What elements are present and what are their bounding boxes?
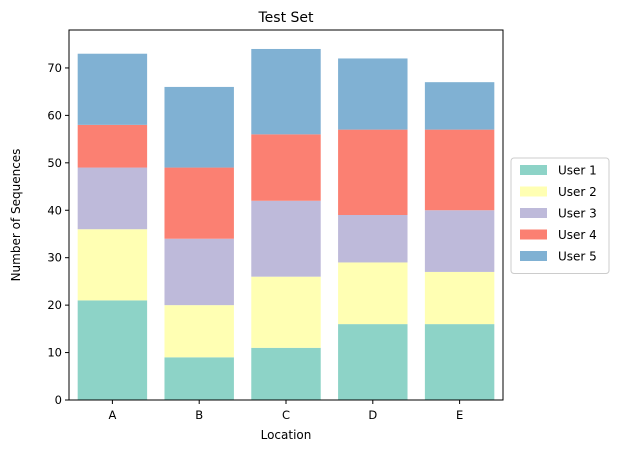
legend-label: User 2 (558, 185, 597, 199)
x-tick-label: C (282, 408, 290, 422)
legend-swatch (520, 186, 547, 197)
bar-c-user-1 (251, 347, 321, 400)
x-tick-label: D (368, 408, 377, 422)
y-tick-label: 30 (47, 251, 62, 265)
x-axis-label: Location (261, 428, 312, 442)
bar-b-user-5 (164, 86, 234, 168)
bar-d-user-4 (338, 129, 408, 215)
legend-swatch (520, 208, 547, 218)
bar-c-user-2 (251, 276, 321, 348)
bar-e-user-5 (424, 82, 495, 130)
y-tick-label: 70 (47, 61, 62, 75)
bar-e-user-3 (424, 210, 495, 272)
bars-group (77, 48, 495, 400)
bar-b-user-1 (164, 357, 234, 400)
bar-c-user-3 (251, 200, 321, 277)
bar-a-user-5 (77, 53, 148, 125)
y-tick-label: 0 (55, 393, 62, 407)
bar-d-user-2 (338, 262, 408, 325)
legend: User 1 User 2 User 3 User 4 User 5 (510, 157, 610, 274)
y-tick-label: 20 (47, 298, 62, 312)
bar-b-user-2 (164, 305, 234, 358)
bar-b-user-3 (164, 238, 234, 306)
bar-a-user-3 (77, 167, 148, 230)
legend-label: User 1 (558, 164, 597, 178)
x-tick-label: A (108, 408, 116, 422)
bar-d-user-3 (338, 215, 408, 263)
y-axis-ticks: 0 10 20 30 40 50 60 70 (47, 61, 69, 407)
bar-e-user-4 (424, 129, 495, 211)
y-tick-label: 10 (47, 346, 62, 360)
x-tick-label: E (456, 408, 463, 422)
legend-label: User 3 (558, 207, 597, 221)
legend-swatch (520, 229, 547, 240)
chart-title: Test Set (257, 10, 314, 26)
y-axis-label: Number of Sequences (9, 149, 23, 282)
bar-a-user-4 (77, 124, 148, 168)
bar-a-user-2 (77, 229, 148, 301)
bar-c-user-4 (251, 134, 321, 201)
bar-d-user-5 (338, 58, 408, 130)
legend-swatch (520, 165, 547, 175)
legend-swatch (520, 251, 547, 261)
bar-c-user-5 (251, 48, 321, 135)
legend-label: User 4 (558, 228, 597, 242)
legend-label: User 5 (558, 250, 597, 264)
y-tick-label: 40 (47, 203, 62, 217)
bar-e-user-2 (424, 271, 495, 325)
y-tick-label: 50 (47, 156, 62, 170)
bar-b-user-4 (164, 167, 234, 239)
y-tick-label: 60 (47, 108, 62, 122)
bar-a-user-1 (77, 300, 148, 400)
bar-e-user-1 (424, 324, 495, 400)
x-tick-label: B (195, 408, 203, 422)
bar-d-user-1 (338, 324, 408, 400)
x-axis-ticks: A B C D E (108, 400, 463, 422)
